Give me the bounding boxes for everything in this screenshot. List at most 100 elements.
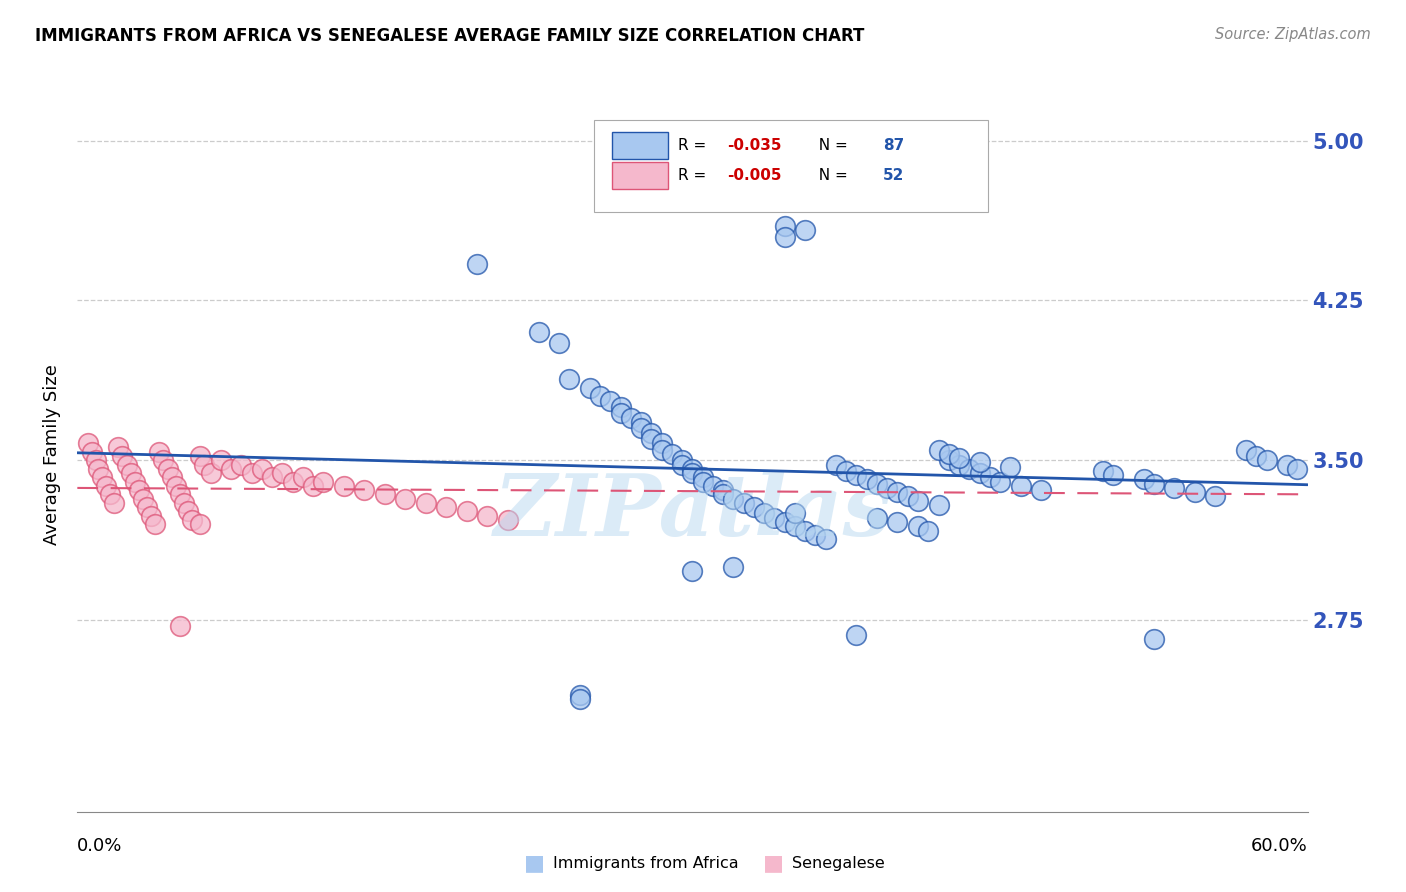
Point (773, 229, 796, 244)
FancyBboxPatch shape (613, 132, 668, 159)
Point (661, 447, 683, 461)
Point (630, 415, 652, 429)
Point (814, 532, 837, 546)
Point (1246, 449, 1268, 463)
Point (702, 479, 724, 493)
Point (609, 400, 631, 414)
Point (90, 470, 114, 484)
Point (496, 513, 519, 527)
Point (1286, 462, 1309, 476)
Point (609, 406, 631, 420)
Point (558, 372, 581, 386)
Point (456, 504, 478, 518)
Text: R =: R = (678, 169, 711, 184)
Point (907, 519, 929, 533)
Point (111, 449, 134, 463)
Text: N =: N = (810, 137, 853, 153)
Point (353, 483, 375, 497)
Point (312, 475, 335, 489)
Point (240, 466, 263, 480)
Point (866, 476, 889, 491)
Point (120, 466, 142, 480)
Y-axis label: Average Family Size: Average Family Size (44, 365, 62, 545)
Point (1163, 481, 1185, 495)
Point (1091, 464, 1114, 478)
Point (711, 487, 734, 501)
Point (291, 470, 314, 484)
Point (548, 336, 571, 351)
Point (876, 481, 898, 495)
Text: N =: N = (810, 169, 853, 184)
Point (1256, 453, 1278, 467)
Text: -0.005: -0.005 (727, 169, 782, 184)
Point (124, 475, 146, 489)
Point (209, 453, 232, 467)
Point (825, 458, 848, 472)
Point (568, 691, 591, 706)
Point (200, 466, 222, 480)
Point (682, 564, 704, 578)
Point (886, 485, 908, 500)
Point (866, 510, 889, 524)
Point (773, 515, 796, 529)
Point (173, 496, 195, 510)
Point (640, 425, 662, 440)
Point (333, 479, 356, 493)
Point (835, 464, 858, 478)
Point (152, 453, 174, 467)
Point (723, 491, 745, 506)
Point (84, 453, 107, 467)
Point (1234, 442, 1257, 457)
Point (938, 453, 960, 467)
Point (281, 475, 304, 489)
Point (107, 441, 129, 455)
Point (477, 508, 499, 523)
Point (80, 444, 103, 458)
Point (302, 479, 325, 493)
Text: R =: R = (678, 137, 711, 153)
Point (794, 194, 817, 208)
Point (115, 458, 138, 472)
Point (1143, 476, 1166, 491)
Point (928, 498, 950, 512)
Point (651, 442, 673, 457)
Point (907, 493, 929, 508)
Point (374, 487, 396, 501)
Point (723, 559, 745, 574)
Point (948, 458, 970, 472)
Point (845, 468, 868, 483)
Point (141, 508, 163, 523)
Point (640, 432, 662, 446)
Point (98, 487, 121, 501)
Point (169, 487, 191, 501)
Point (928, 442, 950, 457)
Point (1184, 485, 1206, 500)
Text: ■: ■ (524, 854, 544, 873)
Point (651, 436, 673, 450)
Point (165, 479, 187, 493)
Point (76, 436, 98, 450)
Point (579, 381, 602, 395)
Point (804, 528, 827, 542)
Point (671, 453, 693, 467)
Point (188, 517, 212, 532)
Point (711, 483, 734, 497)
Point (969, 466, 991, 480)
Point (87, 462, 110, 476)
Point (845, 628, 868, 642)
Text: ■: ■ (763, 854, 783, 873)
Point (794, 223, 817, 237)
Point (692, 470, 714, 484)
Text: ZIPatlas: ZIPatlas (494, 470, 891, 554)
Point (682, 462, 704, 476)
Text: -0.035: -0.035 (727, 137, 782, 153)
Point (979, 470, 1001, 484)
Point (754, 507, 776, 521)
Point (132, 491, 155, 506)
Point (169, 619, 191, 633)
Point (589, 389, 612, 403)
Point (188, 449, 212, 463)
Point (193, 458, 215, 472)
Point (763, 510, 786, 524)
Text: 60.0%: 60.0% (1251, 838, 1308, 855)
